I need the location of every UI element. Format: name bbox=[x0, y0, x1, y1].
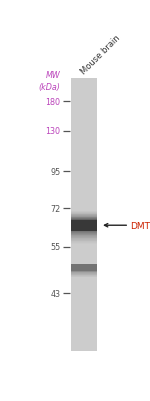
Bar bbox=[71, 264, 97, 271]
Bar bbox=[71, 239, 97, 240]
Bar bbox=[71, 214, 97, 215]
Text: 72: 72 bbox=[50, 204, 61, 213]
Text: 55: 55 bbox=[50, 243, 61, 252]
Text: 180: 180 bbox=[46, 98, 61, 107]
Text: DMT1: DMT1 bbox=[130, 221, 150, 230]
Bar bbox=[71, 233, 97, 234]
Bar bbox=[71, 217, 97, 218]
Bar bbox=[71, 272, 97, 273]
Bar bbox=[71, 219, 97, 220]
Bar bbox=[71, 216, 97, 217]
Bar bbox=[71, 234, 97, 235]
Bar bbox=[71, 236, 97, 237]
Bar bbox=[71, 240, 97, 241]
Text: Mouse brain: Mouse brain bbox=[79, 33, 122, 76]
Bar bbox=[71, 231, 97, 232]
Bar bbox=[71, 232, 97, 233]
Text: 95: 95 bbox=[50, 167, 61, 176]
Bar bbox=[71, 215, 97, 216]
Text: 130: 130 bbox=[46, 127, 61, 136]
Bar bbox=[71, 213, 97, 214]
Bar bbox=[71, 242, 97, 243]
Bar bbox=[71, 238, 97, 239]
Bar bbox=[71, 212, 97, 213]
Text: 43: 43 bbox=[51, 289, 61, 298]
Bar bbox=[71, 218, 97, 219]
Bar bbox=[71, 271, 97, 272]
Bar bbox=[71, 235, 97, 236]
Bar bbox=[71, 243, 97, 244]
Bar bbox=[71, 220, 97, 221]
Bar bbox=[71, 237, 97, 238]
Bar bbox=[71, 79, 97, 351]
Bar bbox=[71, 275, 97, 276]
Bar bbox=[71, 274, 97, 275]
Bar bbox=[71, 276, 97, 277]
Bar bbox=[71, 241, 97, 242]
Bar bbox=[71, 230, 97, 231]
Bar bbox=[71, 273, 97, 274]
Text: MW
(kDa): MW (kDa) bbox=[39, 71, 61, 91]
Bar bbox=[71, 221, 97, 230]
